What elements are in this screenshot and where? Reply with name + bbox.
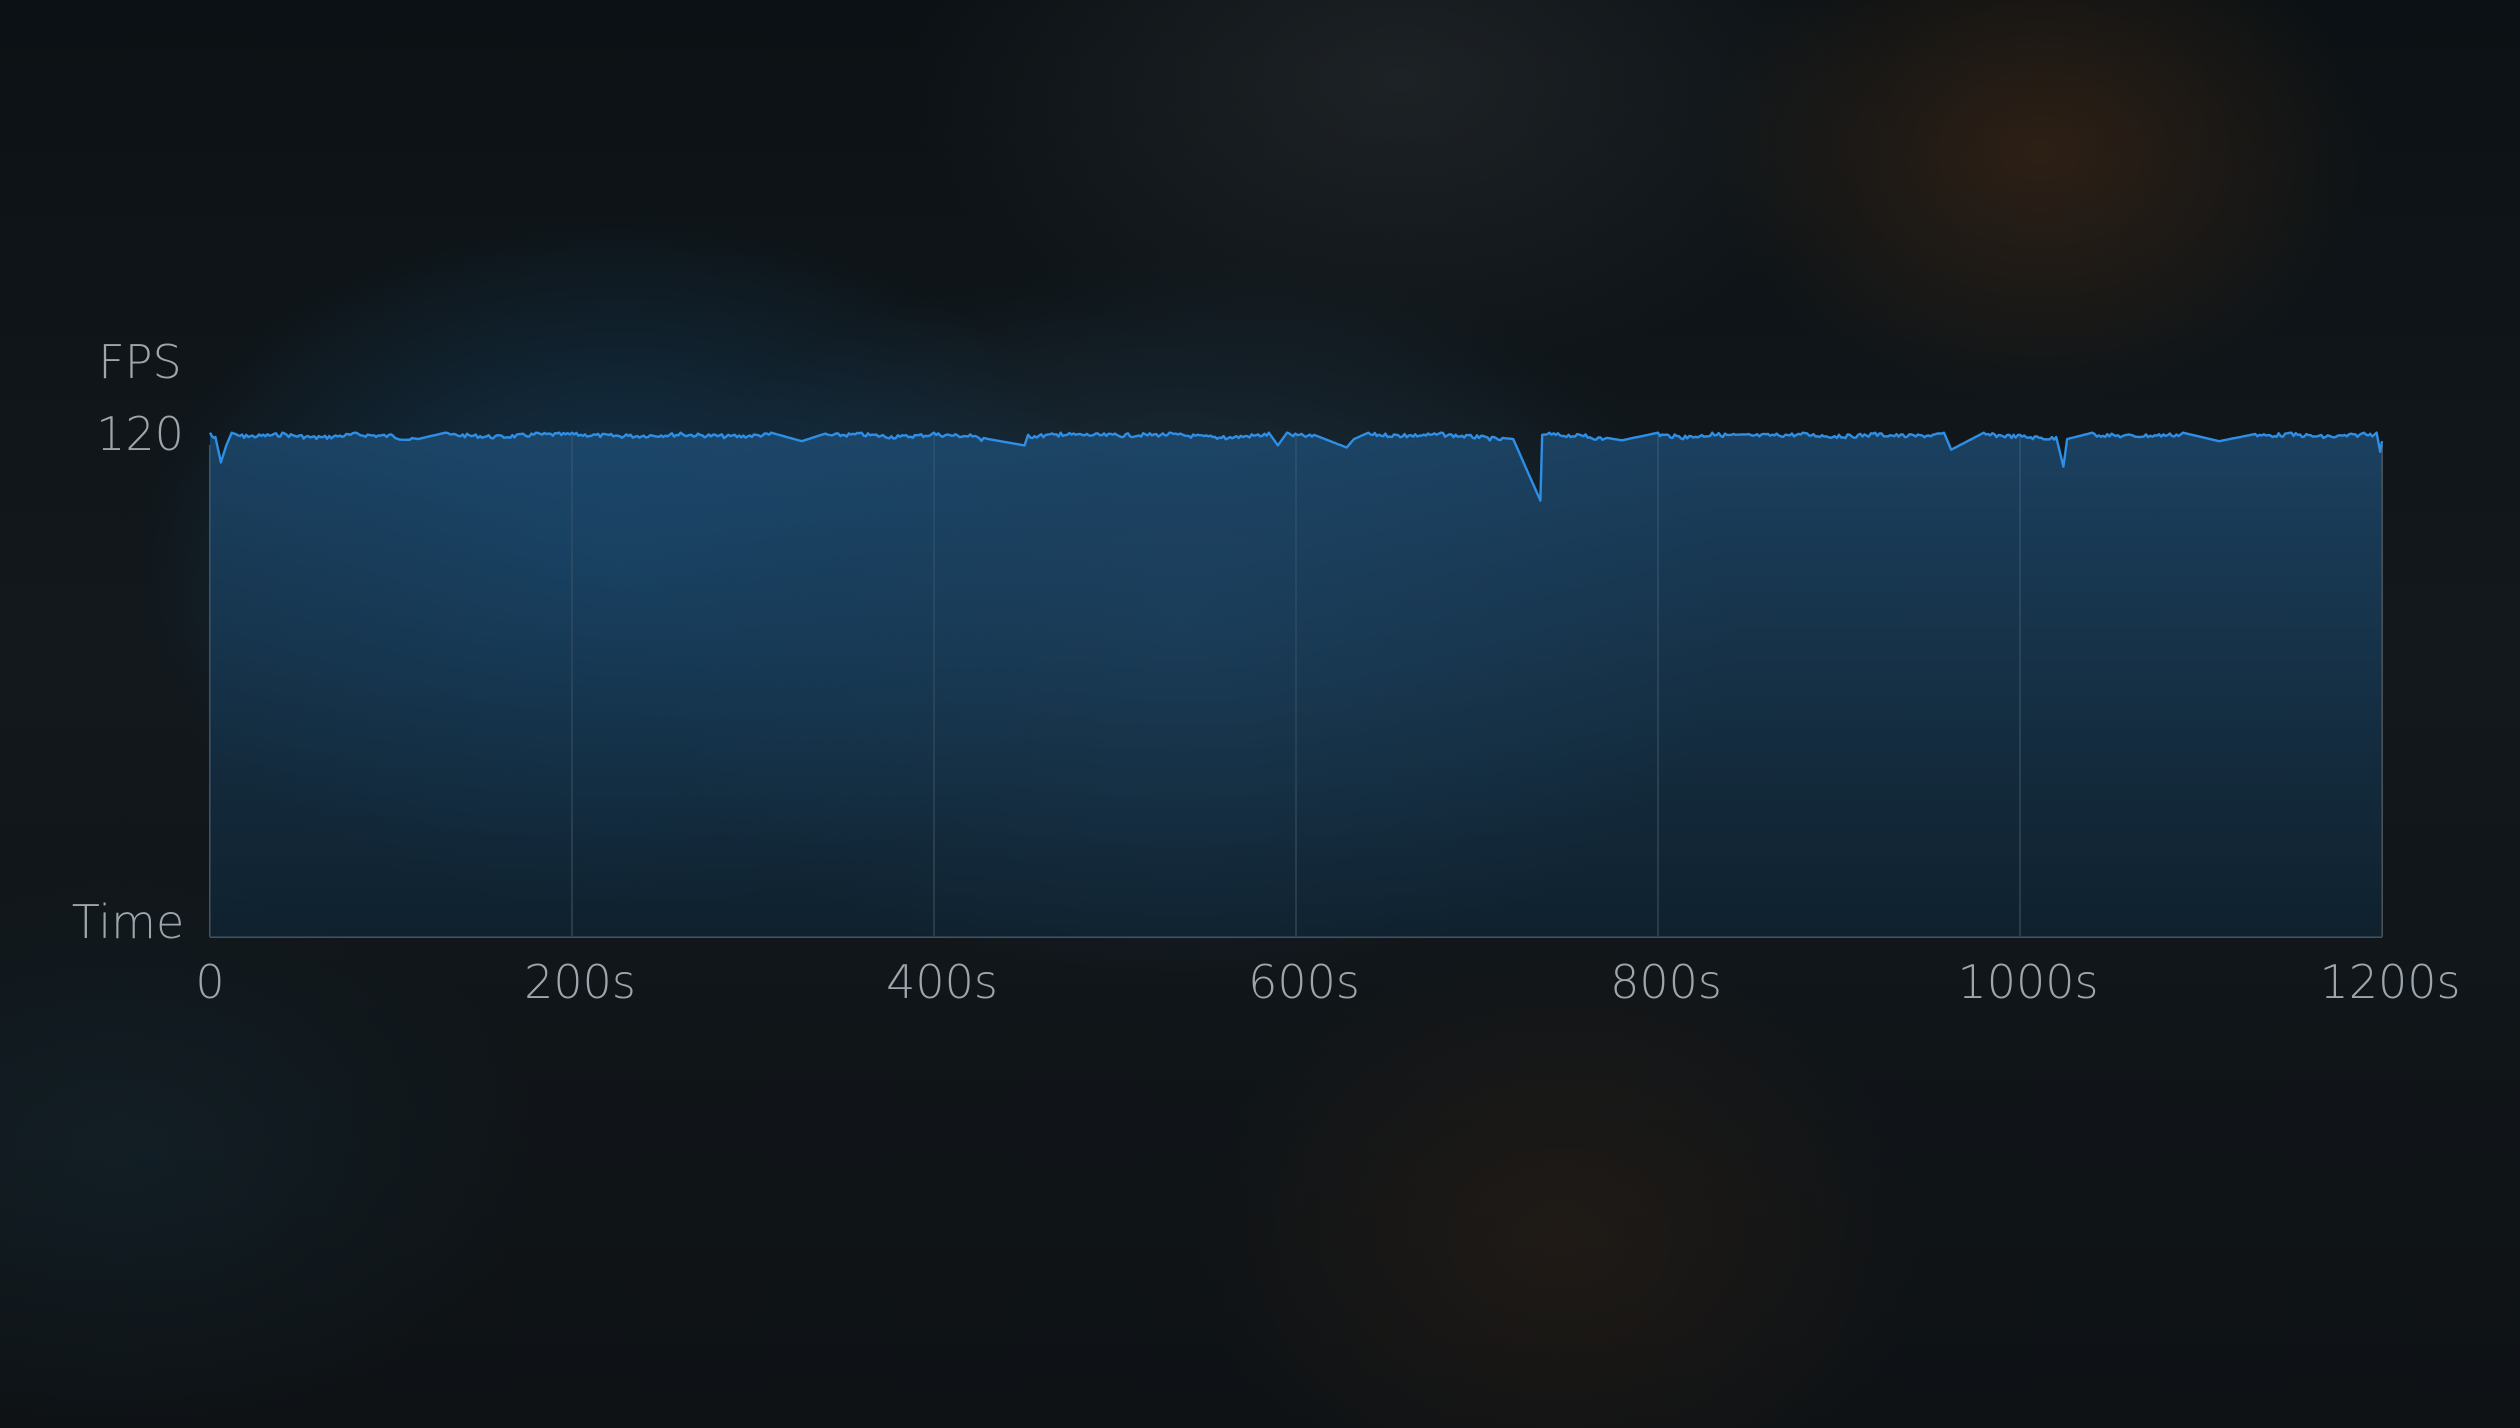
x-tick-label-0: 0 [195, 955, 224, 1009]
y-tick-label-120: 120 [96, 407, 184, 461]
x-tick-label-200s: 200s [524, 955, 636, 1009]
fps-area-fill [210, 432, 2382, 937]
x-tick-labels: 0 200s 400s 600s 800s 1000s 1200s [195, 955, 2460, 1009]
x-tick-label-1200s: 1200s [2319, 955, 2460, 1009]
x-tick-label-400s: 400s [886, 955, 998, 1009]
x-tick-label-800s: 800s [1610, 955, 1722, 1009]
x-axis-label: Time [72, 895, 185, 949]
fps-series-line [208, 431, 2384, 502]
x-tick-label-600s: 600s [1248, 955, 1360, 1009]
x-tick-label-1000s: 1000s [1957, 955, 2098, 1009]
y-axis-label: FPS [98, 335, 181, 389]
